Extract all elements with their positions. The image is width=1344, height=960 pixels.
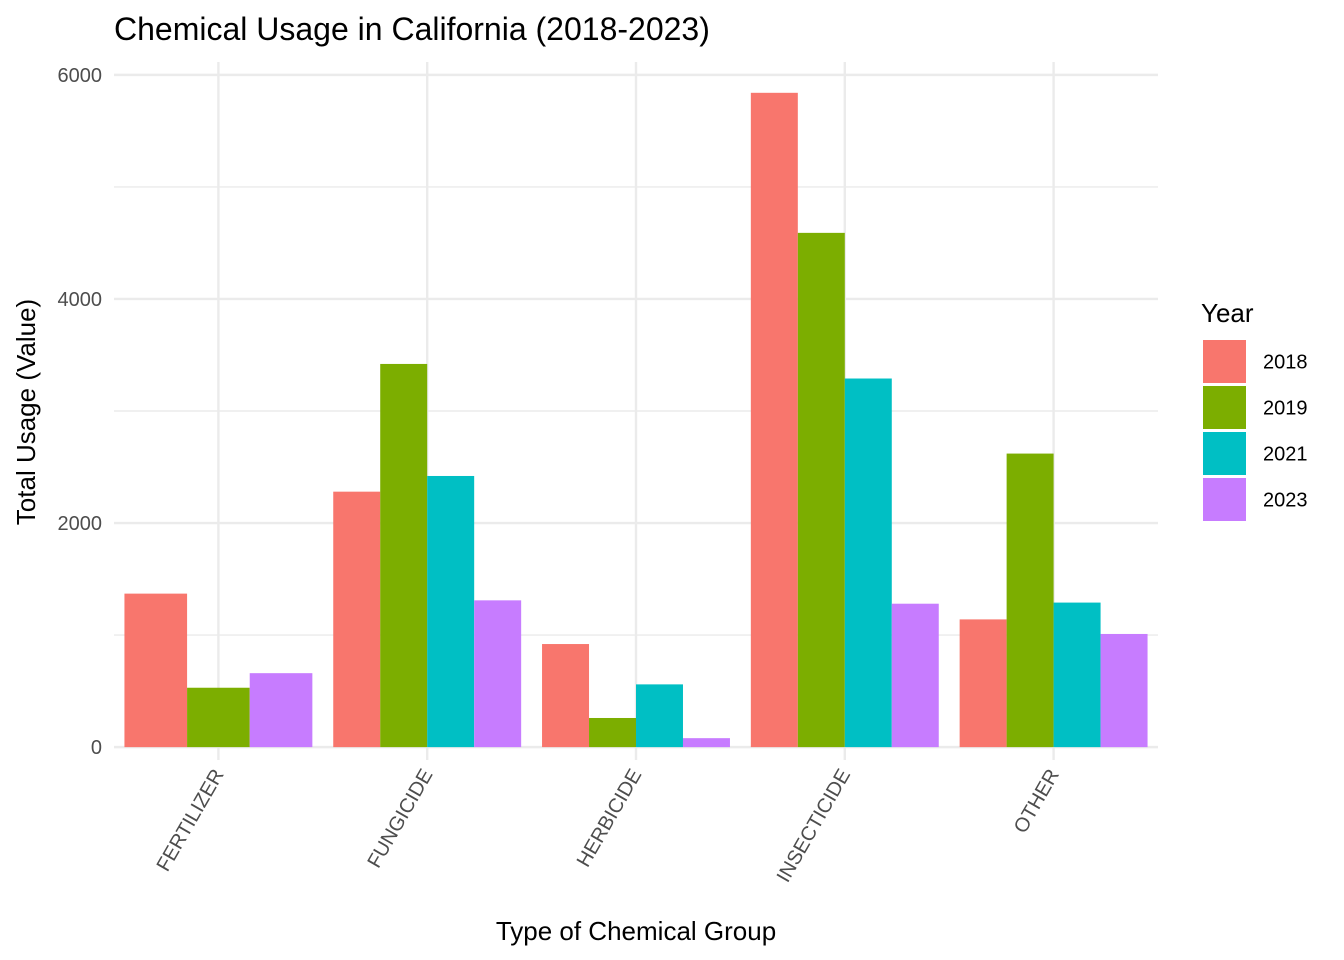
y-tick-label: 2000 (58, 513, 103, 535)
y-tick-label: 4000 (58, 289, 103, 311)
y-axis-title: Total Usage (Value) (11, 299, 41, 525)
bar-other-2019 (1006, 453, 1054, 748)
x-axis-title: Type of Chemical Group (496, 916, 776, 946)
legend-label-2023: 2023 (1263, 490, 1308, 512)
legend-label-2021: 2021 (1263, 444, 1308, 466)
legend-key-2018 (1203, 340, 1246, 383)
bar-other-2021 (1053, 602, 1101, 748)
chart-title: Chemical Usage in California (2018-2023) (114, 11, 710, 47)
bar-herbicide-2023 (682, 738, 730, 748)
bar-fungicide-2021 (427, 475, 475, 748)
y-tick-label: 6000 (58, 65, 103, 87)
legend-key-2019 (1203, 386, 1246, 429)
bar-fungicide-2019 (380, 363, 428, 748)
bar-herbicide-2019 (589, 717, 636, 748)
legend-key-2021 (1203, 432, 1246, 475)
x-tick-label: FUNGICIDE (363, 766, 437, 872)
bar-fungicide-2018 (333, 491, 381, 748)
bar-other-2023 (1100, 633, 1148, 748)
y-tick-label: 0 (91, 737, 102, 759)
x-tick-label: HERBICIDE (573, 766, 647, 871)
bars (124, 92, 1148, 748)
legend-key-2023 (1203, 478, 1246, 521)
legend-title: Year (1201, 298, 1254, 328)
bar-other-2018 (959, 619, 1007, 748)
bar-herbicide-2021 (636, 684, 683, 748)
x-tick-label: INSECTICIDE (773, 766, 855, 887)
legend: Year 2018 2019 2021 2023 (1201, 298, 1308, 521)
bar-fungicide-2023 (474, 600, 522, 748)
bar-insecticide-2023 (891, 603, 939, 748)
x-tick-labels: FERTILIZER FUNGICIDE HERBICIDE INSECTICIDE O… (153, 766, 1064, 887)
x-tick-label: OTHER (1010, 766, 1064, 838)
bar-fertilizer-2019 (187, 687, 250, 748)
bar-fertilizer-2018 (124, 593, 188, 748)
legend-label-2019: 2019 (1263, 398, 1308, 420)
y-tick-labels: 0 2000 4000 6000 (58, 65, 103, 759)
bar-insecticide-2019 (797, 232, 845, 748)
legend-label-2018: 2018 (1263, 352, 1308, 374)
bar-herbicide-2018 (542, 644, 590, 748)
x-tick-label: FERTILIZER (153, 766, 229, 876)
bar-insecticide-2021 (844, 378, 892, 748)
bar-fertilizer-2023 (249, 673, 313, 748)
bar-insecticide-2018 (750, 92, 798, 748)
